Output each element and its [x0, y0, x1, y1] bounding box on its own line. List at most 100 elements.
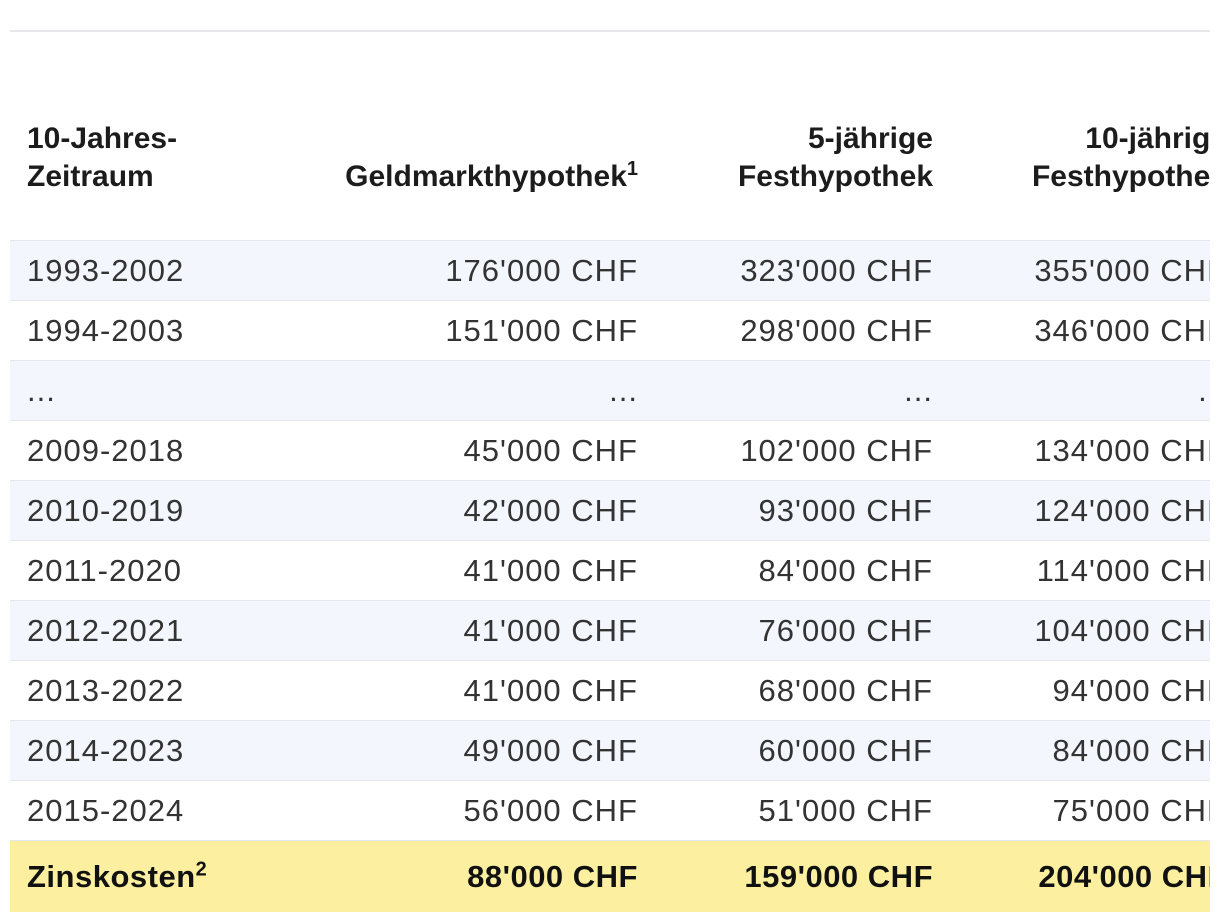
cell-text: 323'000 CHF	[740, 252, 933, 288]
table-cell: 45'000 CHF	[270, 420, 655, 481]
table-cell: 2013-2022	[10, 660, 270, 721]
cell-text: 346'000 CHF	[1034, 312, 1210, 348]
table-cell: 56'000 CHF	[270, 780, 655, 841]
table-row: 1993-2002 176'000 CHF 323'000 CHF 355'000 C…	[10, 240, 1210, 301]
table-cell: 2011-2020	[10, 540, 270, 601]
header-cell: 10-Jahres-Zeitraum	[10, 100, 270, 241]
header-text: 10-Jahres-Zeitraum	[27, 122, 178, 193]
table-cell: 49'000 CHF	[270, 720, 655, 781]
cell-text: 76'000 CHF	[758, 612, 933, 648]
footer-value: 204'000 CHF	[1038, 858, 1210, 894]
header-text: 10-jährige Festhypothek	[1031, 122, 1210, 193]
cell-text: ...	[27, 372, 56, 408]
footnote-mark: 1	[626, 158, 638, 180]
header-cell: 5-jährige Festhypothek	[655, 100, 950, 241]
table-cell: 41'000 CHF	[270, 660, 655, 721]
cell-text: 1994-2003	[27, 312, 185, 348]
table-cell: 2015-2024	[10, 780, 270, 841]
table-container: 10-Jahres-Zeitraum Geldmarkthypothek1 5-jä…	[10, 100, 1210, 918]
footer-value: 159'000 CHF	[744, 858, 933, 894]
table-cell: 84'000 CHF	[655, 540, 950, 601]
cell-text: 94'000 CHF	[1052, 672, 1210, 708]
table-cell: 134'000 CHF	[950, 420, 1210, 481]
divider	[10, 30, 1210, 32]
cell-text: 114'000 CHF	[1036, 552, 1210, 588]
cell-text: 84'000 CHF	[1052, 732, 1210, 768]
cell-text: 2012-2021	[27, 612, 185, 648]
footnote-mark: 2	[195, 858, 208, 881]
cell-text: 2015-2024	[27, 792, 185, 828]
table-cell: 323'000 CHF	[655, 240, 950, 301]
table-row: 2010-2019 42'000 CHF 93'000 CHF 124'000 CHF	[10, 480, 1210, 541]
cell-text: ...	[904, 372, 933, 408]
header-cell: 10-jährige Festhypothek	[950, 100, 1210, 241]
cell-text: 104'000 CHF	[1034, 612, 1210, 648]
table-row: 2009-2018 45'000 CHF 102'000 CHF 134'000 CH…	[10, 420, 1210, 481]
cell-text: 56'000 CHF	[463, 792, 638, 828]
footer-value: 88'000 CHF	[467, 858, 638, 894]
table-cell: 41'000 CHF	[270, 540, 655, 601]
cell-text: 151'000 CHF	[445, 312, 638, 348]
cell-text: 93'000 CHF	[758, 492, 933, 528]
footer-label-cell: Zinskosten2	[10, 840, 270, 912]
table-cell: 124'000 CHF	[950, 480, 1210, 541]
table-cell: 60'000 CHF	[655, 720, 950, 781]
cell-text: 134'000 CHF	[1034, 432, 1210, 468]
table-row: 2015-2024 56'000 CHF 51'000 CHF 75'000 CHF	[10, 780, 1210, 841]
table-body: 1993-2002 176'000 CHF 323'000 CHF 355'000 C…	[10, 240, 1210, 841]
cell-text: 1993-2002	[27, 252, 185, 288]
table-cell: 2009-2018	[10, 420, 270, 481]
table-row: 2013-2022 41'000 CHF 68'000 CHF 94'000 CHF	[10, 660, 1210, 721]
cell-text: 41'000 CHF	[463, 672, 638, 708]
table-cell: 42'000 CHF	[270, 480, 655, 541]
cell-text: 42'000 CHF	[463, 492, 638, 528]
table-cell: 76'000 CHF	[655, 600, 950, 661]
table-cell: ...	[950, 360, 1210, 421]
table-row: ............	[10, 360, 1210, 421]
cell-text: 49'000 CHF	[463, 732, 638, 768]
table-cell: ...	[10, 360, 270, 421]
cell-text: 2009-2018	[27, 432, 185, 468]
table-cell: 94'000 CHF	[950, 660, 1210, 721]
header-text: Geldmarkthypothek	[345, 160, 627, 193]
table-cell: 41'000 CHF	[270, 600, 655, 661]
table-cell: 355'000 CHF	[950, 240, 1210, 301]
cell-text: 2014-2023	[27, 732, 185, 768]
cell-text: 41'000 CHF	[463, 612, 638, 648]
cell-text: 102'000 CHF	[740, 432, 933, 468]
table-cell: ...	[270, 360, 655, 421]
table-cell: 51'000 CHF	[655, 780, 950, 841]
table: 10-Jahres-Zeitraum Geldmarkthypothek1 5-jä…	[10, 100, 1210, 912]
table-row: 2014-2023 49'000 CHF 60'000 CHF 84'000 CHF	[10, 720, 1210, 781]
cell-text: 2013-2022	[27, 672, 185, 708]
table-cell: 2012-2021	[10, 600, 270, 661]
cell-text: 176'000 CHF	[445, 252, 638, 288]
table-cell: 93'000 CHF	[655, 480, 950, 541]
table-cell: 346'000 CHF	[950, 300, 1210, 361]
cell-text: 355'000 CHF	[1034, 252, 1210, 288]
cell-text: 41'000 CHF	[463, 552, 638, 588]
header-text: 5-jährige Festhypothek	[737, 122, 933, 193]
cell-text: 75'000 CHF	[1052, 792, 1210, 828]
cell-text: 60'000 CHF	[758, 732, 933, 768]
table-cell: 176'000 CHF	[270, 240, 655, 301]
table-cell: 151'000 CHF	[270, 300, 655, 361]
cell-text: 298'000 CHF	[740, 312, 933, 348]
table-cell: 84'000 CHF	[950, 720, 1210, 781]
table-row: 1994-2003 151'000 CHF 298'000 CHF 346'000 C…	[10, 300, 1210, 361]
header-row: 10-Jahres-Zeitraum Geldmarkthypothek1 5-jä…	[10, 100, 1210, 241]
cell-text: 2010-2019	[27, 492, 185, 528]
cell-text: 2011-2020	[27, 552, 182, 588]
table-cell: 1994-2003	[10, 300, 270, 361]
table-cell: 2010-2019	[10, 480, 270, 541]
cell-text: ...	[1198, 372, 1210, 408]
footer-label: Zinskosten	[27, 858, 196, 894]
cell-text: 45'000 CHF	[463, 432, 638, 468]
cell-text: 124'000 CHF	[1034, 492, 1210, 528]
table-cell: 104'000 CHF	[950, 600, 1210, 661]
cell-text: ...	[609, 372, 638, 408]
cell-text: 51'000 CHF	[758, 792, 933, 828]
table-cell: ...	[655, 360, 950, 421]
footer-cell: 204'000 CHF	[950, 840, 1210, 912]
